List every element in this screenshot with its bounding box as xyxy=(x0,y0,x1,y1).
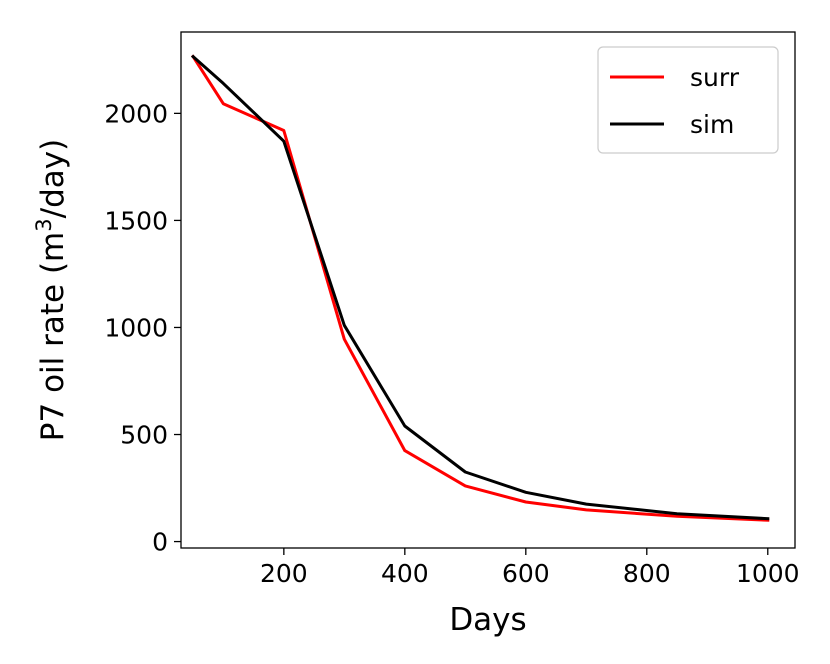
legend: surr sim xyxy=(597,46,779,154)
y-axis-label-superscript: 3 xyxy=(32,218,56,231)
y-tick-label: 500 xyxy=(120,421,168,450)
x-axis-label: Days xyxy=(449,602,526,638)
y-tick-label: 1500 xyxy=(104,206,168,235)
series-line-sim xyxy=(190,54,770,521)
x-tick-label: 1000 xyxy=(736,559,800,588)
y-axis-label: P7 oil rate (m3/day) xyxy=(32,139,71,441)
x-tick-label: 600 xyxy=(502,559,550,588)
y-tick-label: 1000 xyxy=(104,313,168,342)
y-tick-label: 0 xyxy=(152,528,168,557)
y-axis: 0 500 1000 1500 2000 xyxy=(104,99,181,557)
x-tick-label: 800 xyxy=(623,559,671,588)
y-axis-label-suffix: /day) xyxy=(35,139,71,219)
y-axis-label-main: P7 oil rate (m xyxy=(35,232,71,441)
legend-frame xyxy=(597,46,779,154)
plot-frame xyxy=(180,31,796,549)
legend-label-sim: sim xyxy=(690,110,734,139)
x-tick-label: 200 xyxy=(260,559,308,588)
x-tick-label: 400 xyxy=(381,559,429,588)
y-tick-label: 2000 xyxy=(104,99,168,128)
plot-area xyxy=(180,31,796,549)
legend-label-surr: surr xyxy=(690,63,740,92)
x-axis: 200 400 600 800 1000 xyxy=(260,548,800,588)
series-line-surr xyxy=(191,54,770,522)
